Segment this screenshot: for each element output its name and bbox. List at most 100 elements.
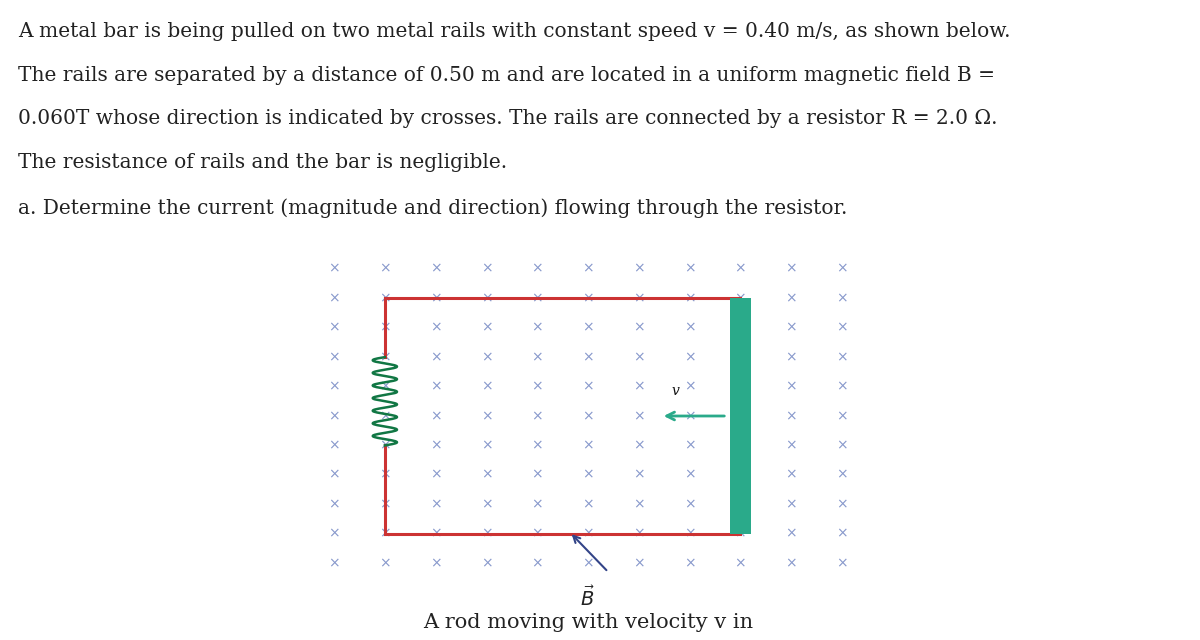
Text: ×: × <box>785 409 797 423</box>
Text: ×: × <box>582 350 594 364</box>
Text: ×: × <box>379 556 391 570</box>
Text: ×: × <box>632 350 644 364</box>
Text: ×: × <box>582 409 594 423</box>
Text: ×: × <box>836 409 847 423</box>
Text: ×: × <box>734 527 746 541</box>
Text: ×: × <box>734 380 746 394</box>
Text: ×: × <box>379 291 391 305</box>
Text: ×: × <box>684 527 695 541</box>
Text: ×: × <box>785 527 797 541</box>
Text: ×: × <box>329 468 340 482</box>
Text: ×: × <box>734 350 746 364</box>
Text: ×: × <box>836 438 847 452</box>
Text: ×: × <box>532 321 544 335</box>
Text: ×: × <box>582 262 594 276</box>
Text: ×: × <box>632 527 644 541</box>
Text: ×: × <box>532 291 544 305</box>
Text: ×: × <box>632 468 644 482</box>
Text: ×: × <box>684 468 695 482</box>
Text: ×: × <box>379 438 391 452</box>
Text: A rod moving with velocity v in: A rod moving with velocity v in <box>422 613 754 632</box>
Text: ×: × <box>481 350 492 364</box>
Text: ×: × <box>632 438 644 452</box>
Text: ×: × <box>684 497 695 511</box>
Text: ×: × <box>481 380 492 394</box>
Text: ×: × <box>785 321 797 335</box>
Text: ×: × <box>632 556 644 570</box>
Text: ×: × <box>532 438 544 452</box>
Text: ×: × <box>632 321 644 335</box>
Text: ×: × <box>481 527 492 541</box>
Text: ×: × <box>734 497 746 511</box>
Text: ×: × <box>532 262 544 276</box>
Text: ×: × <box>836 350 847 364</box>
Text: ×: × <box>379 321 391 335</box>
Text: ×: × <box>329 438 340 452</box>
Text: ×: × <box>582 527 594 541</box>
Text: ×: × <box>532 350 544 364</box>
Text: ×: × <box>430 497 442 511</box>
Text: ×: × <box>734 321 746 335</box>
Text: ×: × <box>684 556 695 570</box>
Text: ×: × <box>785 556 797 570</box>
Text: ×: × <box>836 497 847 511</box>
Text: ×: × <box>481 556 492 570</box>
Text: ×: × <box>379 468 391 482</box>
Text: ×: × <box>632 380 644 394</box>
Text: ×: × <box>481 262 492 276</box>
Text: ×: × <box>430 380 442 394</box>
Text: ×: × <box>836 468 847 482</box>
Text: ×: × <box>329 556 340 570</box>
Text: ×: × <box>684 321 695 335</box>
Text: ×: × <box>329 291 340 305</box>
Text: ×: × <box>481 438 492 452</box>
Text: ×: × <box>836 321 847 335</box>
Text: ×: × <box>329 380 340 394</box>
Text: ×: × <box>430 321 442 335</box>
Text: ×: × <box>632 262 644 276</box>
Text: ×: × <box>582 291 594 305</box>
Text: ×: × <box>836 556 847 570</box>
Text: ×: × <box>379 262 391 276</box>
Text: ×: × <box>379 527 391 541</box>
Text: ×: × <box>430 350 442 364</box>
Text: The rails are separated by a distance of 0.50 m and are located in a uniform mag: The rails are separated by a distance of… <box>18 66 995 85</box>
Text: ×: × <box>481 291 492 305</box>
Text: ×: × <box>379 380 391 394</box>
Text: ×: × <box>379 409 391 423</box>
Text: ×: × <box>632 291 644 305</box>
Text: ×: × <box>532 527 544 541</box>
Text: ×: × <box>785 468 797 482</box>
Text: ×: × <box>836 291 847 305</box>
Text: ×: × <box>379 497 391 511</box>
Text: ×: × <box>582 497 594 511</box>
Text: ×: × <box>532 409 544 423</box>
Text: ×: × <box>734 409 746 423</box>
Text: ×: × <box>329 262 340 276</box>
Text: ×: × <box>430 468 442 482</box>
Text: ×: × <box>836 262 847 276</box>
Text: ×: × <box>734 468 746 482</box>
Text: ×: × <box>481 321 492 335</box>
Text: ×: × <box>329 409 340 423</box>
Text: ×: × <box>836 380 847 394</box>
Text: ×: × <box>329 350 340 364</box>
Text: ×: × <box>430 291 442 305</box>
Text: ×: × <box>684 409 695 423</box>
Text: a. Determine the current (magnitude and direction) flowing through the resistor.: a. Determine the current (magnitude and … <box>18 198 847 218</box>
Text: ×: × <box>734 556 746 570</box>
Text: ×: × <box>785 497 797 511</box>
Text: ×: × <box>532 380 544 394</box>
Text: ×: × <box>532 468 544 482</box>
Text: ×: × <box>532 497 544 511</box>
Text: A metal bar is being pulled on two metal rails with constant speed v = 0.40 m/s,: A metal bar is being pulled on two metal… <box>18 22 1010 42</box>
Text: ×: × <box>785 350 797 364</box>
Text: $\vec{B}$: $\vec{B}$ <box>581 586 595 610</box>
Text: ×: × <box>785 438 797 452</box>
Text: The resistance of rails and the bar is negligible.: The resistance of rails and the bar is n… <box>18 153 508 172</box>
Text: 0.060T whose direction is indicated by crosses. The rails are connected by a res: 0.060T whose direction is indicated by c… <box>18 109 997 129</box>
Text: ×: × <box>684 350 695 364</box>
Text: ×: × <box>785 380 797 394</box>
Text: ×: × <box>785 262 797 276</box>
Text: ×: × <box>684 380 695 394</box>
